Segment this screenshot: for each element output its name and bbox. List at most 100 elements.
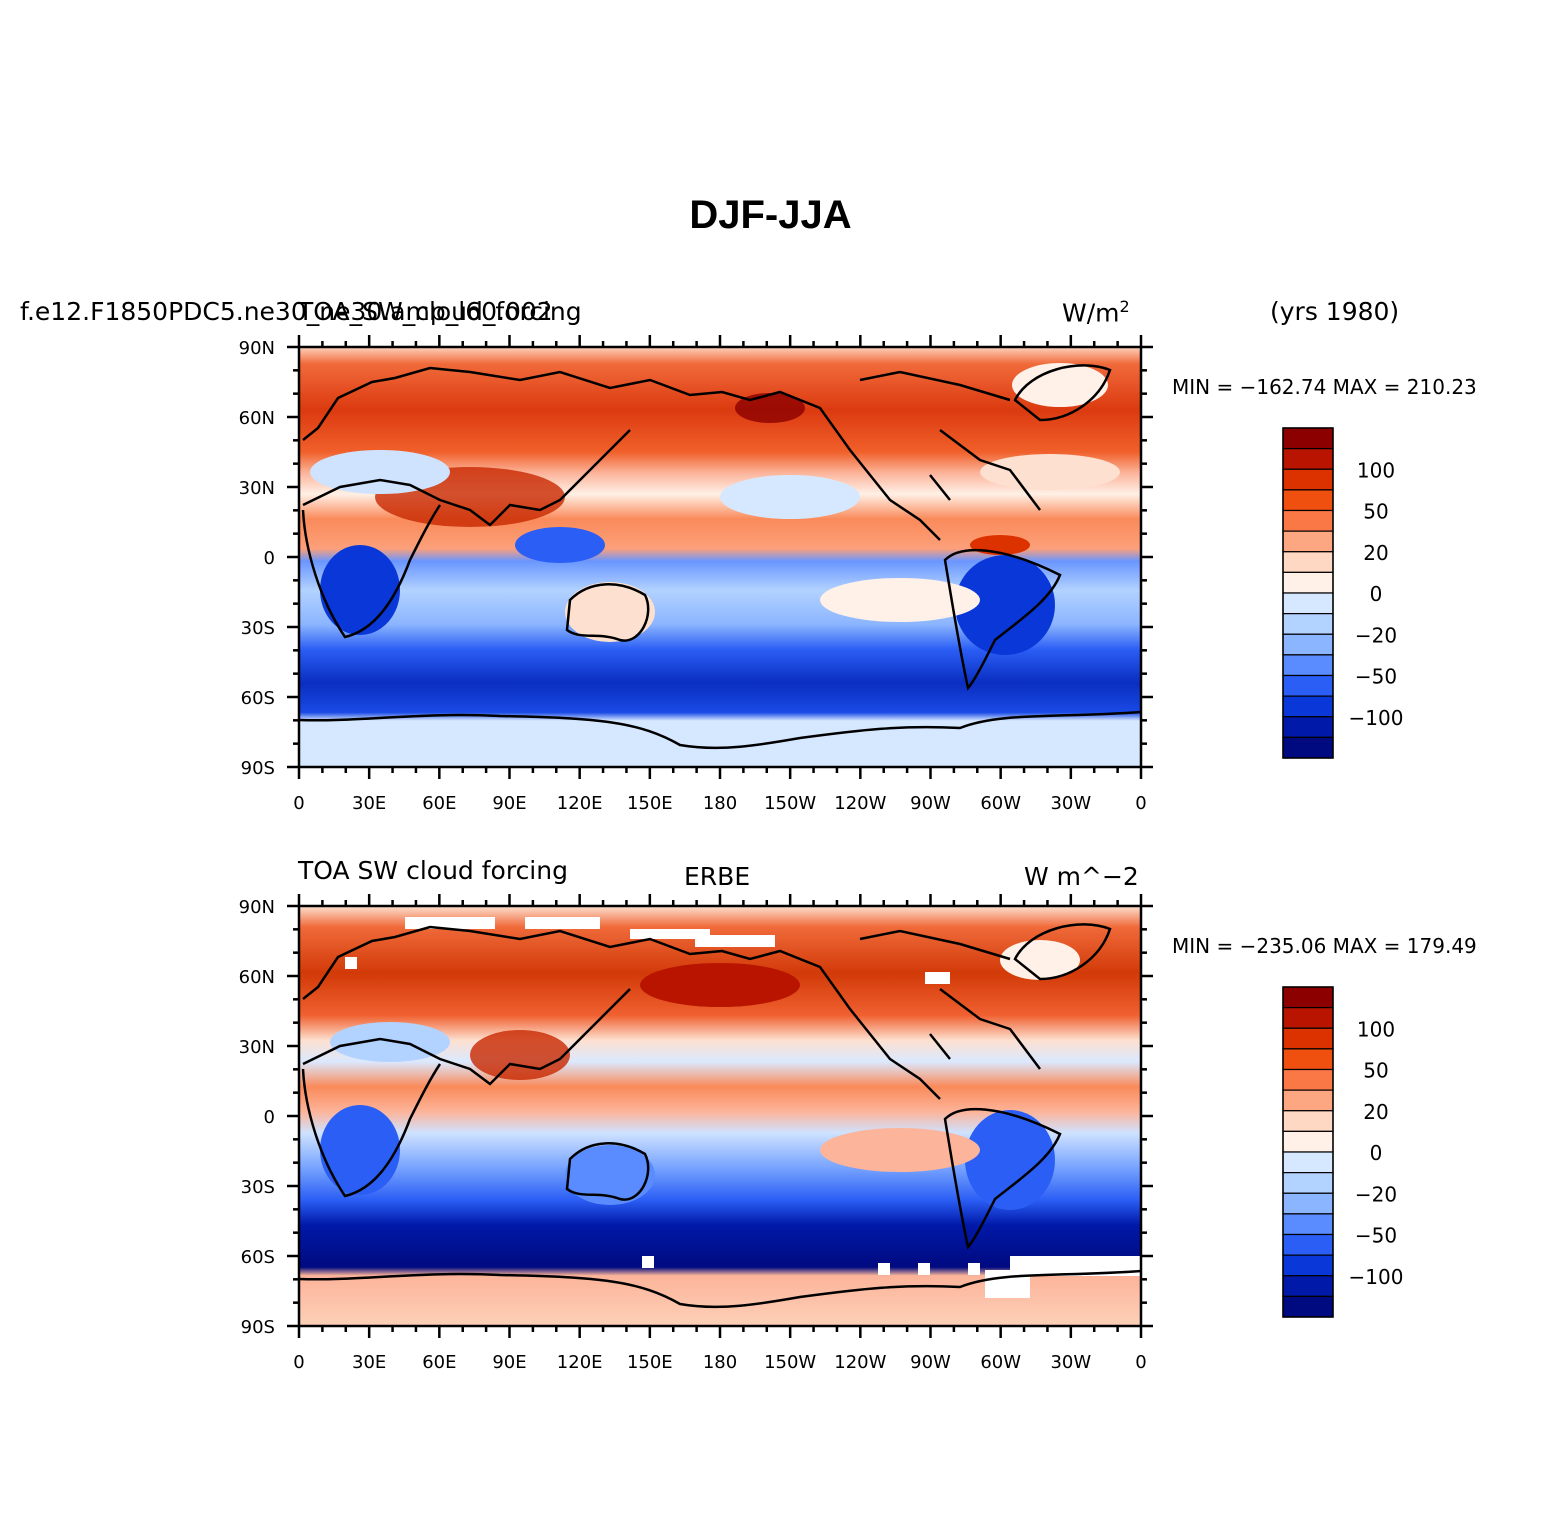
panel1-coastlines bbox=[298, 364, 1142, 750]
panel1-min-max: MIN = −162.74 MAX = 210.23 bbox=[1172, 375, 1477, 399]
panel2-lat-label: 60S bbox=[241, 1247, 275, 1268]
colorbar-panel1: 100 50 20 0 −20 −50 −100 bbox=[1282, 427, 1404, 759]
panel1-colorbar-swatch bbox=[1282, 716, 1334, 738]
panel2-lon-label: 30E bbox=[352, 1352, 386, 1373]
panel1-lon-label: 150W bbox=[764, 793, 816, 814]
panel1-colorbar-swatch bbox=[1282, 674, 1334, 697]
panel1-lon-label: 90E bbox=[492, 793, 526, 814]
panel2-colorbar-swatch bbox=[1282, 1130, 1334, 1153]
panel1-lat-label: 60N bbox=[239, 408, 275, 429]
panel2-colorbar-swatch bbox=[1282, 1089, 1334, 1112]
panel2-lon-label: 0 bbox=[1135, 1352, 1146, 1373]
panel1-lon-label: 30E bbox=[352, 793, 386, 814]
panel1-colorbar-swatch bbox=[1282, 571, 1334, 594]
panel2-colorbar-swatch bbox=[1282, 1295, 1334, 1318]
panel2-colorbar-label: 50 bbox=[1363, 1059, 1388, 1083]
panel1-lat-label: 90S bbox=[241, 758, 275, 779]
panel2-lat-label: 0 bbox=[264, 1107, 275, 1128]
panel1-colorbar-swatch bbox=[1282, 489, 1334, 512]
tick-labels: 0 30E 60E 90E 120E 150E 180 150W 120W 90W 60W 30W 09… bbox=[239, 338, 1147, 1373]
panel1-variable-label: TOA_SW_cloud_forcing bbox=[298, 297, 582, 326]
panel2-lon-label: 150E bbox=[627, 1352, 673, 1373]
panel2-lon-label: 180 bbox=[703, 1352, 737, 1373]
panel1-map bbox=[298, 347, 1142, 767]
panel1-colorbar-swatch bbox=[1282, 448, 1334, 470]
panel2-lat-label: 90N bbox=[239, 897, 275, 918]
panel2-colorbar-label: 100 bbox=[1357, 1017, 1395, 1041]
panel1-lat-label: 0 bbox=[264, 548, 275, 569]
panel2-lon-label: 90E bbox=[492, 1352, 526, 1373]
panel2-colorbar-swatch bbox=[1282, 986, 1334, 1009]
panel1-lon-label: 150E bbox=[627, 793, 673, 814]
panel1-colorbar-label: −20 bbox=[1355, 623, 1397, 647]
panel1-lon-label: 0 bbox=[293, 793, 304, 814]
panel1-colorbar-outline bbox=[1282, 427, 1334, 759]
panel1-colorbar-label: 50 bbox=[1363, 500, 1388, 524]
panel2-coastlines bbox=[298, 923, 1142, 1309]
panel1-lon-label: 0 bbox=[1135, 793, 1146, 814]
panel2-colorbar-swatch bbox=[1282, 1027, 1334, 1050]
panel1-colorbar-swatch bbox=[1282, 468, 1334, 491]
panel2-colorbar-label: −100 bbox=[1349, 1265, 1404, 1289]
panel2-lon-label: 120W bbox=[834, 1352, 886, 1373]
panel1-colorbar-swatch bbox=[1282, 695, 1334, 718]
panel1-lat-label: 30N bbox=[239, 478, 275, 499]
panel1-colorbar-label: 100 bbox=[1357, 458, 1395, 482]
panel2-lon-label: 30W bbox=[1050, 1352, 1091, 1373]
panel2-ticks bbox=[287, 894, 1153, 1338]
panel1-colorbar-swatch bbox=[1282, 530, 1334, 553]
panel1-units-exponent: 2 bbox=[1119, 297, 1130, 316]
panel2-field-features bbox=[320, 917, 1141, 1298]
panel2-lon-label: 150W bbox=[764, 1352, 816, 1373]
panel2-colorbar-label: 0 bbox=[1370, 1141, 1383, 1165]
panel1-lon-label: 60E bbox=[422, 793, 456, 814]
panel2-colorbar-swatch bbox=[1282, 1068, 1334, 1091]
panel2-colorbar-swatch bbox=[1282, 1192, 1334, 1215]
panel1-units-label: W/m2 bbox=[1062, 297, 1130, 327]
panel1-case-label: f.e12.F1850PDC5.ne30_ne30.amp_l60.002 bbox=[20, 297, 553, 326]
panel2-colorbar-swatch bbox=[1282, 1110, 1334, 1132]
panel1-lat-label: 90N bbox=[239, 338, 275, 359]
panel2-colorbar-swatch bbox=[1282, 1151, 1334, 1174]
panel2-map bbox=[298, 906, 1142, 1326]
panel2-colorbar-swatch bbox=[1282, 1048, 1334, 1071]
panel1-lon-label: 120W bbox=[834, 793, 886, 814]
panel2-lon-label: 60W bbox=[980, 1352, 1021, 1373]
panel2-lon-label: 90W bbox=[910, 1352, 951, 1373]
panel2-lon-label: 0 bbox=[293, 1352, 304, 1373]
panel1-lon-label: 60W bbox=[980, 793, 1021, 814]
panel2-source-label: ERBE bbox=[684, 862, 751, 891]
panel2-colorbar-label: −50 bbox=[1355, 1224, 1397, 1248]
panel1-years-label: (yrs 1980) bbox=[1270, 297, 1400, 326]
panel2-lon-label: 120E bbox=[557, 1352, 603, 1373]
panel1-lon-label: 90W bbox=[910, 793, 951, 814]
panel1-lon-label: 120E bbox=[557, 793, 603, 814]
panel2-lat-label: 30S bbox=[241, 1177, 275, 1198]
panel1-lon-label: 180 bbox=[703, 793, 737, 814]
panel1-colorbar-label: 20 bbox=[1363, 541, 1388, 565]
panel2-lat-label: 30N bbox=[239, 1037, 275, 1058]
panel1-colorbar-swatch bbox=[1282, 613, 1334, 635]
panel2-lat-label: 90S bbox=[241, 1317, 275, 1338]
panel2-colorbar-swatch bbox=[1282, 1213, 1334, 1236]
colorbar-panel2: 100 50 20 0 −20 −50 −100 bbox=[1282, 986, 1404, 1318]
panel1-colorbar-swatch bbox=[1282, 592, 1334, 615]
main-title: DJF-JJA bbox=[689, 193, 852, 237]
panel1-lon-label: 30W bbox=[1050, 793, 1091, 814]
panel2-lat-label: 60N bbox=[239, 967, 275, 988]
panel1-colorbar-swatch bbox=[1282, 551, 1334, 573]
panel2-colorbar-swatch bbox=[1282, 1275, 1334, 1297]
panel1-colorbar-swatch bbox=[1282, 427, 1334, 450]
panel2-colorbar-label: 20 bbox=[1363, 1100, 1388, 1124]
panel1-colorbar-label: −50 bbox=[1355, 665, 1397, 689]
panel1-colorbar-label: −100 bbox=[1349, 706, 1404, 730]
panel2-colorbar-swatch bbox=[1282, 1254, 1334, 1277]
panel2-variable-label: TOA SW cloud forcing bbox=[298, 856, 568, 885]
panel2-min-max: MIN = −235.06 MAX = 179.49 bbox=[1172, 934, 1477, 958]
panel1-units-base: W/m bbox=[1062, 298, 1120, 328]
panel2-units-label: W m^−2 bbox=[1024, 862, 1139, 891]
panel1-lat-label: 60S bbox=[241, 688, 275, 709]
panel1-ticks bbox=[287, 335, 1153, 779]
panel1-colorbar-swatch bbox=[1282, 654, 1334, 677]
panel2-lon-label: 60E bbox=[422, 1352, 456, 1373]
